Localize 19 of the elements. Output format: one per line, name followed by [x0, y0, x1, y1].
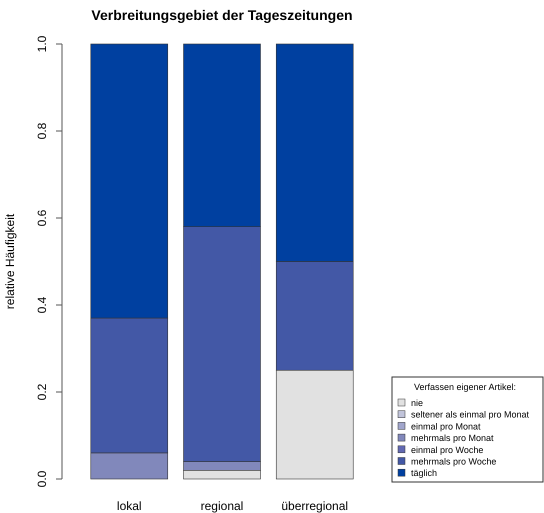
y-tick-label: 0.4 — [35, 296, 49, 314]
y-tick-label: 0.6 — [35, 209, 49, 226]
x-tick-label: lokal — [116, 499, 142, 513]
legend-label: nie — [411, 398, 424, 408]
chart-title: Verbreitungsgebiet der Tageszeitungen — [91, 7, 353, 23]
x-tick-label: überregional — [281, 499, 348, 513]
legend-title: Verfassen eigener Artikel: — [414, 382, 516, 392]
legend-label: einmal pro Woche — [411, 444, 484, 455]
legend-label: einmal pro Monat — [411, 421, 482, 432]
legend-label: mehrmals pro Monat — [411, 433, 494, 444]
legend-label: täglich — [411, 468, 438, 478]
legend-label: mehrmals pro Woche — [411, 456, 496, 466]
y-tick-label: 0.2 — [35, 383, 49, 400]
x-tick-label: regional — [200, 499, 244, 513]
y-tick-label: 0.0 — [35, 470, 49, 488]
y-tick-label: 1.0 — [35, 35, 49, 52]
legend-label: seltener als einmal pro Monat — [411, 410, 530, 420]
y-tick-label: 0.8 — [35, 122, 49, 140]
y-axis-title: relative Häufigkeit — [3, 213, 17, 310]
